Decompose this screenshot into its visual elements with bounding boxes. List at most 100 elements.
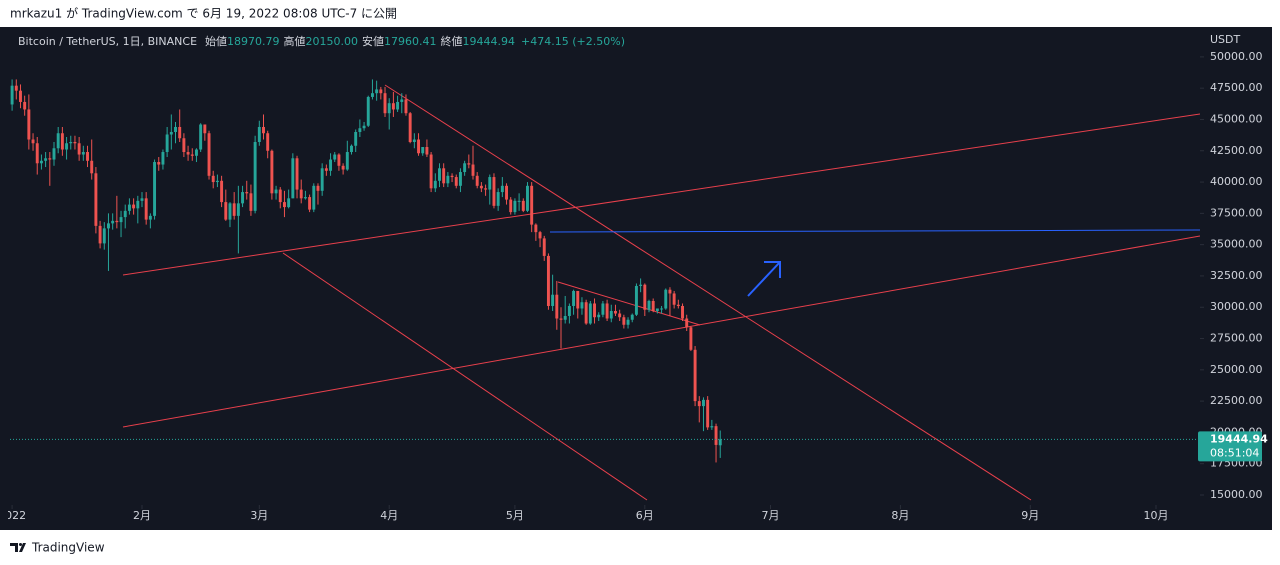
candle-body <box>429 154 433 189</box>
candle-body <box>530 185 534 225</box>
candle-body <box>500 185 504 193</box>
y-tick-label: 40000.00 <box>1210 175 1263 188</box>
candle-body <box>714 426 718 445</box>
candle-body <box>190 154 194 156</box>
candle-body <box>526 185 529 211</box>
candle-body <box>253 142 257 211</box>
candle-body <box>341 165 345 170</box>
candle-body <box>220 180 224 203</box>
candle-body <box>249 193 253 211</box>
candle-body <box>676 304 680 306</box>
footer-brand: TradingView <box>31 541 105 555</box>
candle-body <box>509 199 513 213</box>
candle-body <box>563 315 567 320</box>
candle-body <box>618 313 622 318</box>
legend-value: 20150.00 <box>306 35 359 48</box>
candle-body <box>333 154 337 160</box>
y-tick-label: 35000.00 <box>1210 238 1263 251</box>
candle-body <box>408 113 412 143</box>
candle-body <box>52 148 56 160</box>
candle-body <box>56 133 60 149</box>
candle-body <box>718 439 722 446</box>
candle-body <box>626 319 630 325</box>
candle-body <box>387 103 391 114</box>
candle-body <box>161 152 165 165</box>
candle-body <box>643 284 647 310</box>
candle-body <box>94 173 98 226</box>
candle-body <box>417 139 421 154</box>
candle-body <box>442 168 446 184</box>
candle-body <box>391 103 395 110</box>
y-tick-label: 37500.00 <box>1210 206 1263 219</box>
candle-body <box>538 232 542 239</box>
candle-body <box>14 85 18 91</box>
candle-body <box>295 158 299 190</box>
candle-body <box>266 133 270 151</box>
candle-body <box>647 300 651 310</box>
candle-body <box>471 164 475 176</box>
candle-body <box>111 220 115 224</box>
horizontal-line <box>549 229 1200 233</box>
candle-body <box>44 158 48 161</box>
candle-body <box>366 96 370 126</box>
candle-body <box>178 126 182 139</box>
y-tick-label: 30000.00 <box>1210 300 1263 313</box>
candle-body <box>697 401 701 407</box>
last-price-label: 19444.94 <box>1210 432 1268 445</box>
candle-body <box>119 217 123 223</box>
candle-body <box>10 85 14 105</box>
last-price-box <box>1198 431 1262 462</box>
candle-body <box>148 215 152 220</box>
candle-body <box>39 160 43 164</box>
candle-body <box>421 147 425 154</box>
candle-body <box>651 300 655 311</box>
candle-body <box>86 152 89 161</box>
x-tick-label: 2月 <box>133 509 151 522</box>
y-tick-label: 25000.00 <box>1210 363 1263 376</box>
candle-body <box>710 426 714 428</box>
candle-body <box>35 143 39 164</box>
candle-body <box>639 284 643 286</box>
candle-body <box>567 305 571 316</box>
candle-body <box>312 185 316 210</box>
candle-body <box>551 294 555 306</box>
candle-body <box>211 175 215 183</box>
x-tick-label: 7月 <box>762 509 780 522</box>
candle-body <box>186 152 190 155</box>
candle-body <box>144 198 148 220</box>
symbol: Bitcoin / TetherUS, 1日, BINANCE <box>18 35 197 48</box>
candle-body <box>345 152 349 170</box>
candle-body <box>396 101 400 110</box>
candle-body <box>136 200 140 209</box>
candle-body <box>689 327 693 350</box>
trendline <box>122 113 1200 276</box>
candle-body <box>27 109 31 140</box>
candle-body <box>107 223 110 229</box>
y-tick-label: 32500.00 <box>1210 269 1263 282</box>
candle-body <box>542 238 546 256</box>
candle-body <box>534 224 538 233</box>
candle-body <box>458 172 462 186</box>
candle-body <box>337 154 341 166</box>
candle-body <box>412 139 416 143</box>
y-tick-label: 50000.00 <box>1210 50 1263 63</box>
candle-body <box>207 133 211 176</box>
candle-body <box>706 399 710 428</box>
candle-body <box>576 290 580 309</box>
candle-body <box>379 89 383 94</box>
candle-body <box>555 294 559 319</box>
candle-body <box>287 198 291 208</box>
candle-body <box>454 177 458 186</box>
legend-change: +474.15 (+2.50%) <box>521 35 625 48</box>
candle-body <box>668 289 672 294</box>
candle-body <box>362 125 366 129</box>
drawings <box>122 84 1200 501</box>
candle-body <box>278 189 282 203</box>
trendline <box>384 84 1032 501</box>
candle-body <box>350 145 353 153</box>
candle-body <box>572 290 576 306</box>
y-tick-label: 15000.00 <box>1210 488 1263 501</box>
candles <box>10 79 722 463</box>
